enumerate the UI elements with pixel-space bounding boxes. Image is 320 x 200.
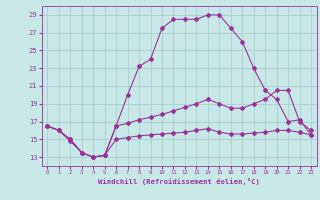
X-axis label: Windchill (Refroidissement éolien,°C): Windchill (Refroidissement éolien,°C) bbox=[98, 178, 260, 185]
